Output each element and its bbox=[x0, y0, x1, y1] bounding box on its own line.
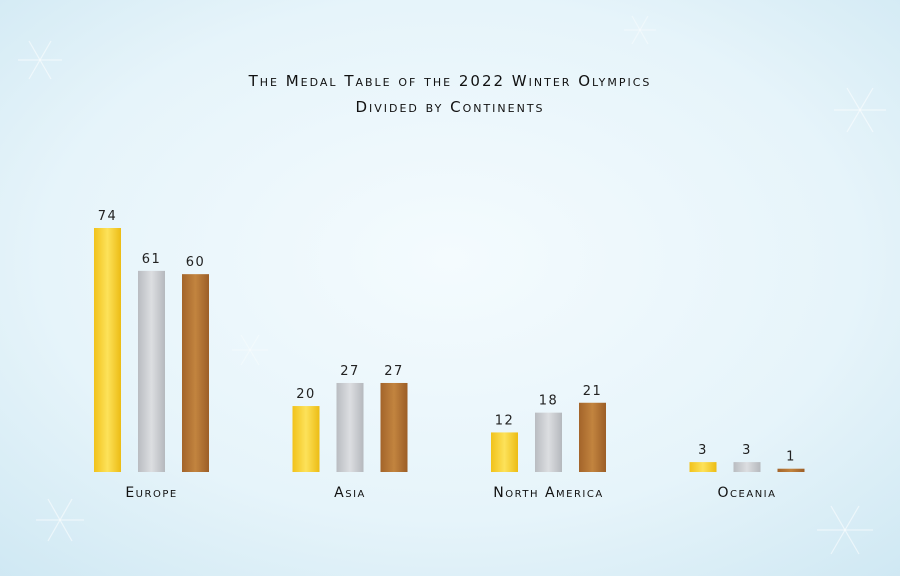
value-label-europe-silver: 61 bbox=[142, 252, 162, 267]
value-label-asia-gold: 20 bbox=[296, 387, 316, 402]
bar-oceania-gold bbox=[689, 462, 717, 472]
value-labels-layer: 74 61 60 20 27 27 12 18 21 3 3 1 bbox=[98, 209, 796, 465]
value-label-europe-bronze: 60 bbox=[186, 255, 206, 270]
bar-europe-silver bbox=[138, 270, 165, 472]
value-label-oceania-gold: 3 bbox=[698, 443, 708, 458]
value-label-north-america-silver: 18 bbox=[539, 394, 559, 409]
snowflake-decorations bbox=[18, 15, 886, 555]
bar-oceania-bronze bbox=[777, 468, 805, 472]
bar-asia-gold bbox=[292, 406, 320, 472]
value-label-asia-silver: 27 bbox=[340, 364, 360, 379]
bar-asia-silver bbox=[336, 382, 364, 472]
value-label-europe-gold: 74 bbox=[98, 209, 118, 224]
chart-title: The Medal Table of the 2022 Winter Olymp… bbox=[248, 72, 652, 116]
category-label-north-america: North America bbox=[493, 485, 603, 501]
bar-oceania-silver bbox=[733, 462, 761, 472]
value-label-oceania-silver: 3 bbox=[742, 443, 752, 458]
value-label-asia-bronze: 27 bbox=[384, 364, 404, 379]
bar-europe-bronze bbox=[182, 274, 209, 472]
category-label-oceania: Oceania bbox=[718, 485, 777, 501]
value-label-north-america-bronze: 21 bbox=[583, 384, 603, 399]
value-label-oceania-bronze: 1 bbox=[786, 450, 796, 465]
bar-north-america-bronze bbox=[579, 402, 606, 472]
bar-north-america-gold bbox=[491, 432, 518, 472]
category-label-asia: Asia bbox=[334, 485, 366, 501]
chart-title-line-1: The Medal Table of the 2022 Winter Olymp… bbox=[248, 72, 652, 90]
chart-title-line-2: Divided by Continents bbox=[355, 98, 544, 116]
bars-layer bbox=[94, 228, 805, 472]
value-label-north-america-gold: 12 bbox=[495, 413, 515, 428]
bar-europe-gold bbox=[94, 228, 121, 472]
bar-asia-bronze bbox=[380, 382, 408, 472]
category-labels-layer: Europe Asia North America Oceania bbox=[125, 485, 777, 501]
category-label-europe: Europe bbox=[125, 485, 177, 501]
bar-north-america-silver bbox=[535, 412, 562, 472]
